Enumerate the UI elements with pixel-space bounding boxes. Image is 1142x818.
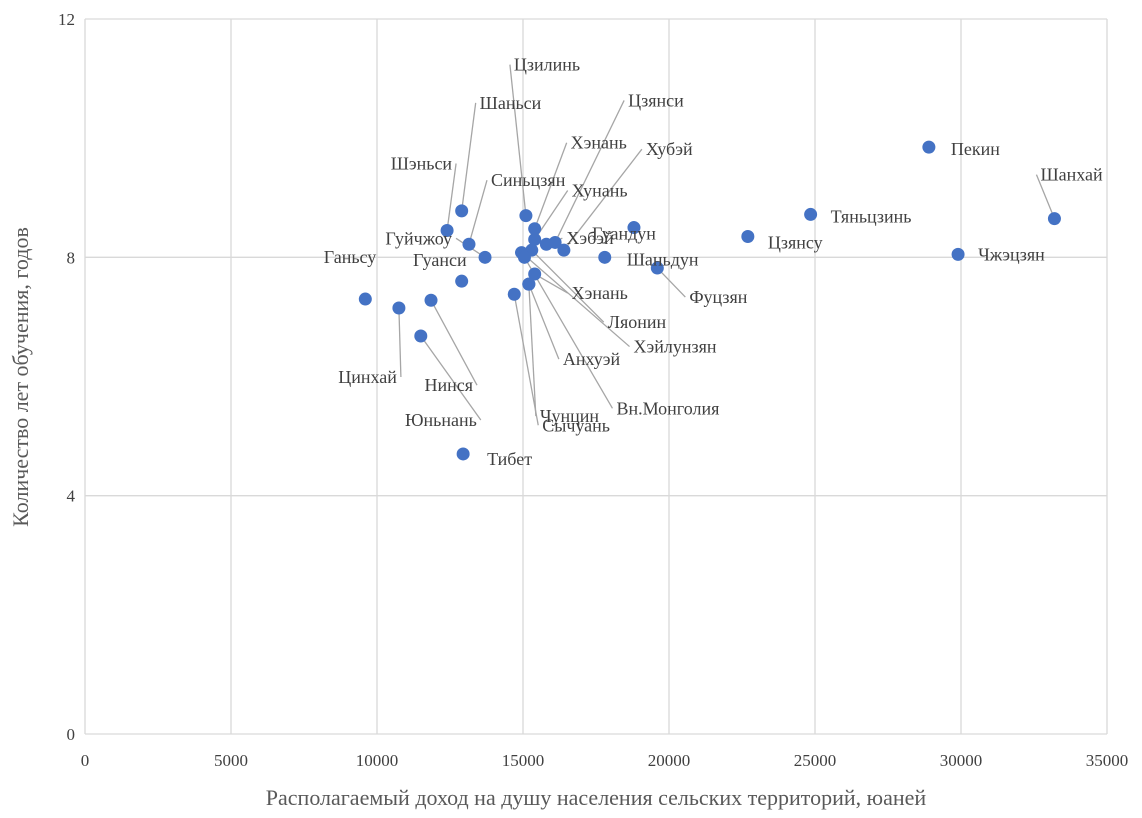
point-label: Шанхай [1040, 165, 1103, 185]
leader-line [468, 180, 488, 245]
x-axis-title: Располагаемый доход на душу населения се… [266, 785, 927, 810]
y-tick-label: 12 [58, 10, 75, 29]
leader-line [446, 163, 457, 231]
y-tick-label: 4 [67, 487, 76, 506]
leader-line [656, 267, 686, 298]
leader-line [509, 64, 527, 216]
point-label: Ляонин [608, 312, 667, 332]
scatter-point [1047, 212, 1061, 226]
scatter-point [392, 301, 406, 315]
scatter-point [528, 222, 542, 236]
leader-line [528, 284, 537, 417]
scatter-point [358, 292, 372, 306]
leader-line [521, 252, 630, 348]
data-points [358, 140, 1061, 461]
point-label: Гуанси [413, 250, 467, 270]
y-axis-title: Количество лет обучения, годов [8, 227, 33, 527]
point-label: Хэйлунзян [634, 337, 717, 357]
point-label: Цзилинь [514, 55, 580, 75]
leader-line [531, 249, 605, 323]
point-label: Хунань [572, 180, 628, 200]
scatter-point [650, 261, 664, 275]
scatter-point [557, 243, 571, 257]
point-label: Гуандун [592, 224, 656, 244]
scatter-point [424, 293, 438, 307]
point-label: Анхуэй [563, 349, 621, 369]
x-tick-label: 25000 [794, 751, 837, 770]
point-label: Тибет [487, 449, 532, 469]
scatter-point [522, 277, 536, 291]
scatter-point [519, 209, 533, 223]
scatter-point [440, 224, 454, 238]
point-label: Шаньдун [627, 249, 699, 269]
scatter-point [478, 250, 492, 264]
x-tick-label: 5000 [214, 751, 248, 770]
scatter-point [456, 447, 470, 461]
point-label: Цзянсу [768, 232, 823, 252]
leader-line [513, 294, 539, 426]
leader-line [398, 307, 402, 377]
x-tick-label: 30000 [940, 751, 983, 770]
leader-line [1035, 174, 1056, 219]
leader-line [461, 102, 477, 211]
point-label: Ганьсу [324, 247, 377, 267]
scatter-point [528, 267, 542, 281]
scatter-point [922, 140, 936, 154]
x-tick-label: 20000 [648, 751, 691, 770]
leader-line [563, 148, 643, 251]
y-tick-label: 8 [67, 248, 76, 267]
point-label: Пекин [951, 139, 1000, 159]
point-label: Шэньси [391, 154, 453, 174]
scatter-point [741, 229, 755, 243]
point-label: Нинся [424, 375, 473, 395]
point-label: Хэбэй [566, 228, 614, 248]
leader-line [523, 257, 614, 409]
point-label: Цинхай [338, 367, 397, 387]
scatter-point [455, 274, 469, 288]
scatter-point [455, 204, 469, 218]
scatter-point [517, 250, 531, 264]
x-tick-label: 15000 [502, 751, 545, 770]
scatter-point [627, 221, 641, 235]
point-label: Тяньцзинь [831, 206, 912, 226]
y-tick-label: 0 [67, 725, 76, 744]
point-label: Хубэй [646, 139, 693, 159]
point-label: Гуйчжоу [385, 228, 452, 248]
scatter-point [462, 237, 476, 251]
leader-line [430, 299, 478, 386]
point-label: Цзянси [628, 90, 684, 110]
x-tick-label: 10000 [356, 751, 399, 770]
scatter-point [528, 232, 542, 246]
leader-line [528, 283, 560, 360]
point-label: Юньнань [405, 410, 477, 430]
point-label: Сычуань [542, 415, 610, 435]
point-labels: Пекин Шанхай Тяньцзинь Чжэцзян Цзянсу Гуандун… [324, 55, 1103, 469]
scatter-point [951, 247, 965, 261]
point-label: Синьцзян [491, 170, 566, 190]
point-label: Вн.Монголия [616, 398, 719, 418]
point-label: Чжэцзян [978, 244, 1045, 264]
point-label: Хэнань [572, 283, 628, 303]
point-label: Фуцзян [689, 287, 747, 307]
x-tick-label: 0 [81, 751, 90, 770]
tick-labels: 0 5000 10000 15000 20000 25000 30000 35000 0 4 8 12 [58, 10, 1128, 770]
point-label: Чунцин [540, 406, 600, 426]
scatter-point [414, 329, 428, 343]
point-label: Хэнань [571, 133, 627, 153]
scatter-point [539, 237, 553, 251]
scatter-point [598, 250, 612, 264]
leader-line [420, 335, 482, 421]
leader-lines [398, 64, 1056, 426]
leader-line [534, 142, 568, 229]
x-tick-label: 35000 [1086, 751, 1129, 770]
point-label: Шаньси [480, 93, 542, 113]
scatter-point [507, 287, 521, 301]
grid-layer [84, 18, 1108, 735]
scatter-point [804, 207, 818, 221]
leader-line [554, 100, 625, 243]
